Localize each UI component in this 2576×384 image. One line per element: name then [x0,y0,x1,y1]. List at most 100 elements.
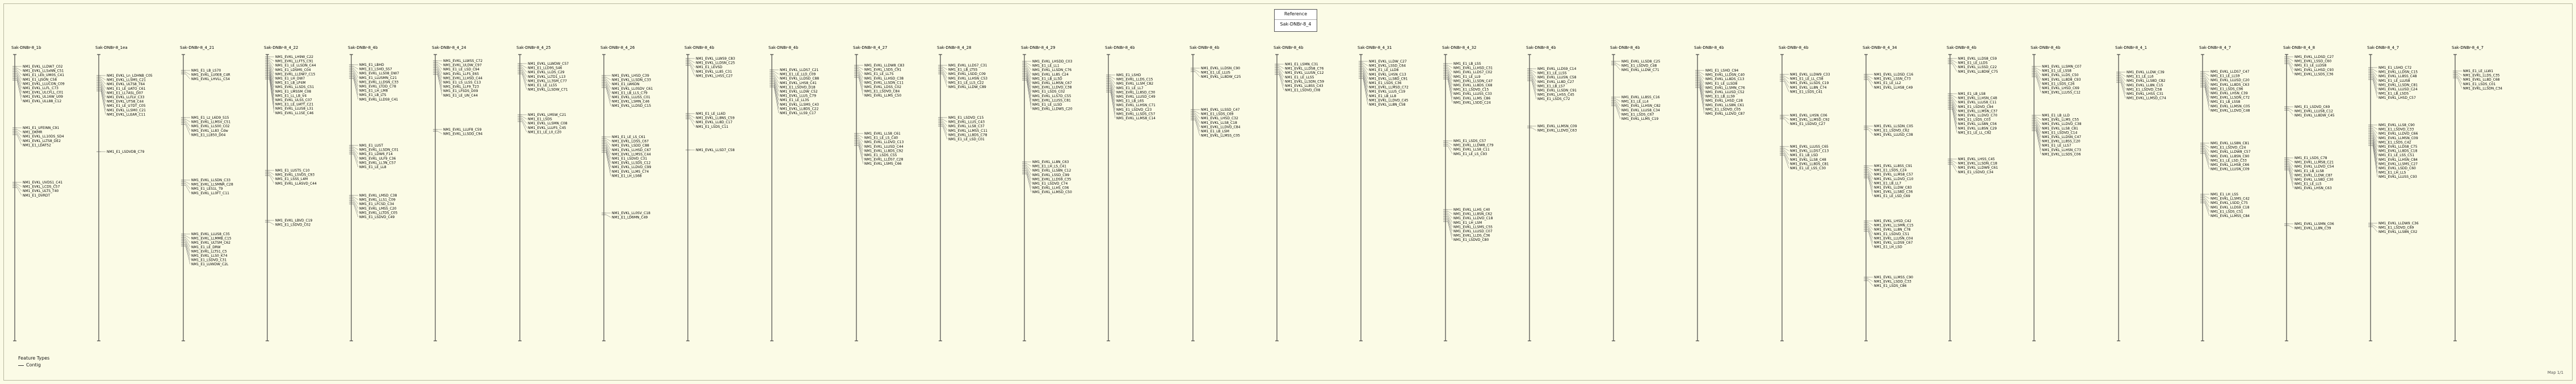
label-connector [1026,73,1032,92]
label-connector [353,69,359,78]
marker-label: NM1_E1_LSDS_C96 [2211,87,2243,91]
marker-label: NM1_E1_LLUSMN_C21 [359,76,397,80]
marker-label: NM1_EVKL_LLDVD_C54 [2295,165,2334,169]
marker-label: NM1_E1_LUWDW_C2L [191,262,229,266]
label-connector [2372,143,2378,173]
label-connector [1110,85,1116,101]
marker-label: NM1_E1_LE_LL6 [2127,75,2154,79]
marker-label: NM1_EVKL_LLDS9_C14 [1537,67,1577,71]
label-connector [100,80,106,89]
label-connector [1195,116,1200,127]
label-connector [1026,74,1032,96]
label-connector [2372,133,2378,147]
marker-label: NM1_EVKL_LLHSN_C82 [1621,104,1661,108]
marker-label: NM1_EVKL_LL8D_C68 [2463,78,2500,82]
marker-label: NM1_EVKL_LL8SS_C20 [2042,140,2081,144]
marker-label: NM1_EVKL_LLUSN_C58 [1537,76,1577,80]
reference-name: Sak-DNBr-8_4 [1275,19,1317,27]
marker-label: NM1_E1_LB_LTSS [948,68,978,72]
label-connector [942,122,948,131]
label-connector [185,239,191,247]
label-connector [522,66,527,73]
marker-label: NM1_EVKL_LLDSD_C88 [780,77,819,81]
marker-label: NM1_E1_LE_LLSDN_C44 [275,64,316,68]
marker-label: NM1_EVKL_LLS8N_C02 [2379,230,2417,234]
label-connector [1279,72,1284,86]
marker-label: NM1_EVKL_LLDVD_C70 [1958,114,1998,118]
map-column: Sak-DNBr-8_4b NM1_EVKL_LLDS9_C14NM1_E1_LE… [1526,45,1577,341]
marker-label: NM1_EVKL_LLDW_C83 [1874,186,1912,190]
label-connector [2036,69,2041,76]
marker-label: NM1_EVKL_LLEAR_C11 [107,112,145,116]
marker-label: NM1_EVKL_LL8SS_C48 [2379,74,2417,78]
label-connector [185,124,191,135]
marker-label: NM1_E1_LE_LSS_C30 [1790,166,1826,170]
marker-label: NM1_E1_LE_LL6D [696,112,726,116]
marker-label: NM1_E1_LE_LLDS8 [2295,64,2326,68]
marker-label: NM1_E1_LE_LLS_C22 [948,81,984,85]
label-connector [1110,90,1116,114]
label-connector [1531,78,1537,95]
marker-label: NM1_EVKL_LL8NS_C59 [696,116,734,120]
marker-label: NM1_EVKL_LLSDN_C05 [1874,124,1913,128]
marker-label: NM1_EVKL_LLSDN_C76 [1032,68,1071,72]
label-connector [1868,280,1873,286]
marker-label: NM1_E1_LSDVD_C31 [191,258,226,262]
map-column: Sak-DNBr-8_4bNM1_EVKL_LLDW9_C33NM1_E1_LE… [1779,45,1830,341]
label-connector [2036,125,2041,141]
column-title: Sak-DNBr-8_4_31 [1358,45,1392,50]
marker-label: NM1_EVKL_LLDSN_C33 [359,80,398,84]
label-connector [2204,202,2210,216]
marker-label: NM1_E1_LB_LLS8 [2295,169,2324,173]
marker-label: NM1_EVKL_LLSDS_C12 [612,161,651,165]
label-connector [1110,86,1116,106]
label-connector [2372,69,2378,72]
label-connector [353,76,359,95]
label-connector [353,202,359,213]
marker-label: NM1_EVKL_ULSS_C07 [275,98,312,102]
map-column: Sak-DNBr-8_4_7 NM1_E1_LE_LLW1NM1_EVKL_LLD… [2452,45,2502,341]
label-connector [269,58,275,61]
marker-label: NM1_EVKL_LLS7D_C55 [1032,94,1071,98]
column-title: Sak-DNBr-8_4_27 [853,45,888,50]
marker-label: NM1_EVKL_LLS8_C18 [1201,121,1237,125]
label-connector [1952,103,1957,120]
marker-label: NM1_EVKL_LLS8D_C82 [2127,79,2166,83]
marker-label: NM1_EVKL_LCDS_C57 [23,185,60,189]
label-connector [774,86,779,114]
marker-label: NM1_EVKL_LLDS7_C47 [2211,70,2250,74]
marker-label: NM1_EVKL_LL8DW_C75 [1958,70,1998,74]
label-connector [2457,72,2462,76]
marker-label: NM1_E1_LFSDS_D09 [443,89,478,93]
marker-label: NM1_E1_LSDS_C41 [1790,90,1823,94]
label-connector [2120,78,2126,90]
label-connector [353,148,359,155]
marker-label: NM1_E1_UFEINN_C91 [23,126,59,130]
marker-label: NM1_EVKL_LHSD_C57 [2379,96,2416,100]
marker-label: NM1_E1_LSDVD_C23 [1116,108,1152,112]
marker-label: NM1_EVKL_LLHSD_C31 [1453,66,1493,70]
marker-label: NM1_EVKL_LLMSS_C11 [948,129,987,133]
map-column: Sak-DNBr-8_4b NM1_E1_LSMN_C31NM1_EVKL_LLD… [1274,45,1324,341]
marker-label: NM1_EVKL_LL8SS_C16 [1621,95,1660,99]
marker-label: NM1_EVKL_LLSDD_C94 [443,132,482,136]
label-connector [2036,130,2041,155]
label-connector [16,80,22,101]
marker-label: NM1_EVKL_LLMS8_C21 [2295,161,2334,165]
marker-label: NM1_EVKL_LHSD_C69 [2042,86,2079,90]
label-connector [100,84,106,98]
marker-label: NM1_EVKL_LH9W_C22 [275,55,313,59]
marker-label: NM1_EVKL_LL8SD_C30 [1116,90,1155,94]
marker-label: NM1_E1_LUSTS_C10 [275,169,310,173]
marker-label: NM1_E1_LSDVD_C15 [948,116,984,120]
marker-label: NM1_EVKL_LLSSD_C22 [1958,65,1997,69]
label-connector [2036,123,2041,137]
marker-label: NM1_EVKL_LLMS_C86 [1453,97,1490,101]
marker-label: NM1_E1_LSDVD_C02 [275,223,310,227]
marker-label: NM1_EVKL_LLSMN_C06 [2295,222,2334,226]
marker-label: NM1_EVKL_LLDVD_C48 [2211,108,2250,112]
map-column: Sak-DNBr-8_4_26NM1_EVKL_LHSD_C39NM1_EVKL… [600,45,653,341]
marker-label: NM1_E1_LE_L0_C20 [528,130,561,134]
marker-label: NM1_EVKL_LLWS9_C83 [696,57,735,61]
marker-label: NM1_EVKL_LLHSN_C53 [948,77,987,81]
